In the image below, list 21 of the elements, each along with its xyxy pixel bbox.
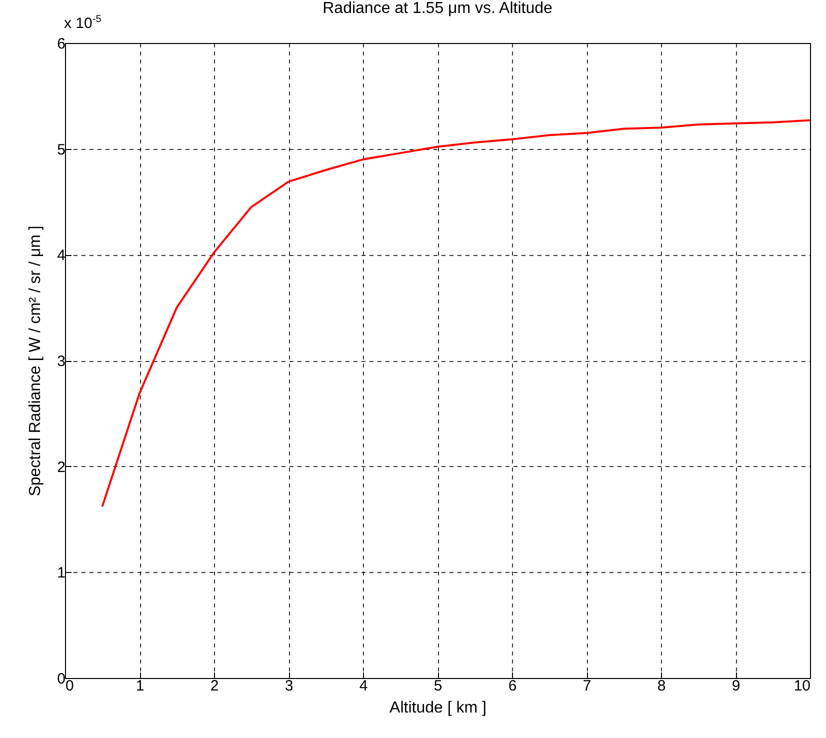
y-tick-label: 4 [57, 247, 66, 264]
line-series [101, 119, 811, 508]
y-tick-label: 2 [57, 458, 66, 476]
x-tick-label: 7 [582, 678, 592, 694]
x-tick-label: 3 [284, 678, 294, 694]
y-axis-title: Spectral Radiance [ W / cm² / sr / μm ] [27, 226, 44, 496]
x-axis-title: Altitude [ km ] [390, 700, 486, 716]
y-tick-label: 1 [57, 564, 66, 582]
x-tick-label: 2 [210, 678, 219, 694]
x-tick-label: 8 [657, 678, 666, 694]
y-tick-label: 5 [57, 141, 66, 158]
x-tick-label: 10 [794, 678, 810, 694]
x-tick-label: 5 [434, 678, 442, 694]
y-tick-label: 3 [57, 353, 66, 370]
y-tick-label: 6 [57, 36, 66, 52]
x-tick-label: 9 [732, 678, 740, 694]
x-tick-label: 6 [508, 678, 517, 694]
x-tick-label: 4 [359, 678, 368, 694]
text: x 10$^{-5}$ [64, 14, 102, 32]
x-tick-label: 1 [136, 678, 144, 694]
chart-title: Radiance at 1.55 μm vs. Altitude [322, 0, 552, 17]
